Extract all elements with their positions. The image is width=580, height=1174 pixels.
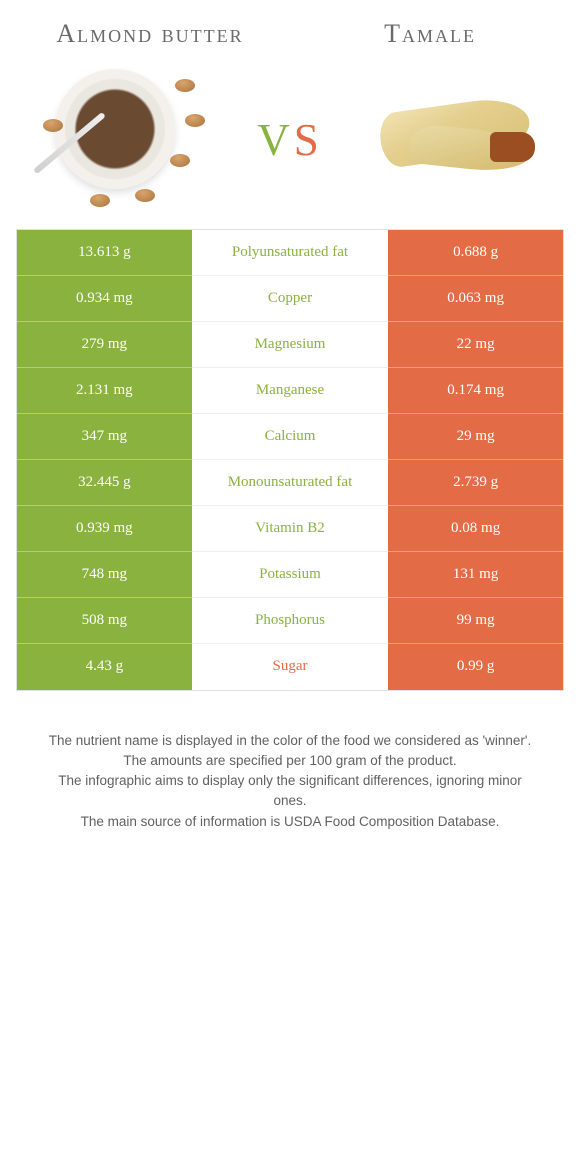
images-row: vs (0, 59, 580, 229)
nutrient-name-cell: Polyunsaturated fat (192, 230, 389, 276)
left-value-cell: 279 mg (17, 322, 192, 368)
footnote-line: The infographic aims to display only the… (40, 771, 540, 812)
right-food-title: Tamale (318, 20, 542, 49)
left-value-cell: 32.445 g (17, 460, 192, 506)
vs-s: s (294, 98, 323, 169)
nutrient-name-cell: Phosphorus (192, 598, 389, 644)
table-row: 2.131 mgManganese0.174 mg (17, 368, 563, 414)
table-row: 0.934 mgCopper0.063 mg (17, 276, 563, 322)
left-value-cell: 13.613 g (17, 230, 192, 276)
left-value-cell: 748 mg (17, 552, 192, 598)
left-value-cell: 508 mg (17, 598, 192, 644)
footnotes: The nutrient name is displayed in the co… (0, 691, 580, 852)
left-value-cell: 4.43 g (17, 644, 192, 690)
table-row: 347 mgCalcium29 mg (17, 414, 563, 460)
footnote-line: The nutrient name is displayed in the co… (40, 731, 540, 751)
right-value-cell: 2.739 g (388, 460, 563, 506)
left-value-cell: 347 mg (17, 414, 192, 460)
footnote-line: The main source of information is USDA F… (40, 812, 540, 832)
right-value-cell: 0.08 mg (388, 506, 563, 552)
vs-v: v (257, 98, 294, 169)
right-food-image (370, 59, 550, 209)
nutrient-table: 13.613 gPolyunsaturated fat0.688 g0.934 … (16, 229, 564, 691)
left-value-cell: 0.939 mg (17, 506, 192, 552)
left-value-cell: 0.934 mg (17, 276, 192, 322)
left-food-title: Almond butter (38, 20, 262, 49)
footnote-line: The amounts are specified per 100 gram o… (40, 751, 540, 771)
right-value-cell: 22 mg (388, 322, 563, 368)
left-value-cell: 2.131 mg (17, 368, 192, 414)
nutrient-name-cell: Sugar (192, 644, 389, 690)
table-row: 13.613 gPolyunsaturated fat0.688 g (17, 230, 563, 276)
right-value-cell: 131 mg (388, 552, 563, 598)
nutrient-name-cell: Calcium (192, 414, 389, 460)
right-value-cell: 29 mg (388, 414, 563, 460)
table-row: 279 mgMagnesium22 mg (17, 322, 563, 368)
nutrient-name-cell: Manganese (192, 368, 389, 414)
table-row: 508 mgPhosphorus99 mg (17, 598, 563, 644)
right-value-cell: 0.99 g (388, 644, 563, 690)
right-value-cell: 0.688 g (388, 230, 563, 276)
nutrient-name-cell: Copper (192, 276, 389, 322)
right-value-cell: 99 mg (388, 598, 563, 644)
table-row: 748 mgPotassium131 mg (17, 552, 563, 598)
nutrient-name-cell: Vitamin B2 (192, 506, 389, 552)
left-food-image (30, 59, 210, 209)
header-row: Almond butter Tamale (0, 0, 580, 59)
table-row: 4.43 gSugar0.99 g (17, 644, 563, 690)
nutrient-name-cell: Monounsaturated fat (192, 460, 389, 506)
right-value-cell: 0.174 mg (388, 368, 563, 414)
nutrient-name-cell: Magnesium (192, 322, 389, 368)
table-row: 0.939 mgVitamin B20.08 mg (17, 506, 563, 552)
vs-label: vs (257, 97, 323, 171)
table-row: 32.445 gMonounsaturated fat2.739 g (17, 460, 563, 506)
right-value-cell: 0.063 mg (388, 276, 563, 322)
nutrient-name-cell: Potassium (192, 552, 389, 598)
